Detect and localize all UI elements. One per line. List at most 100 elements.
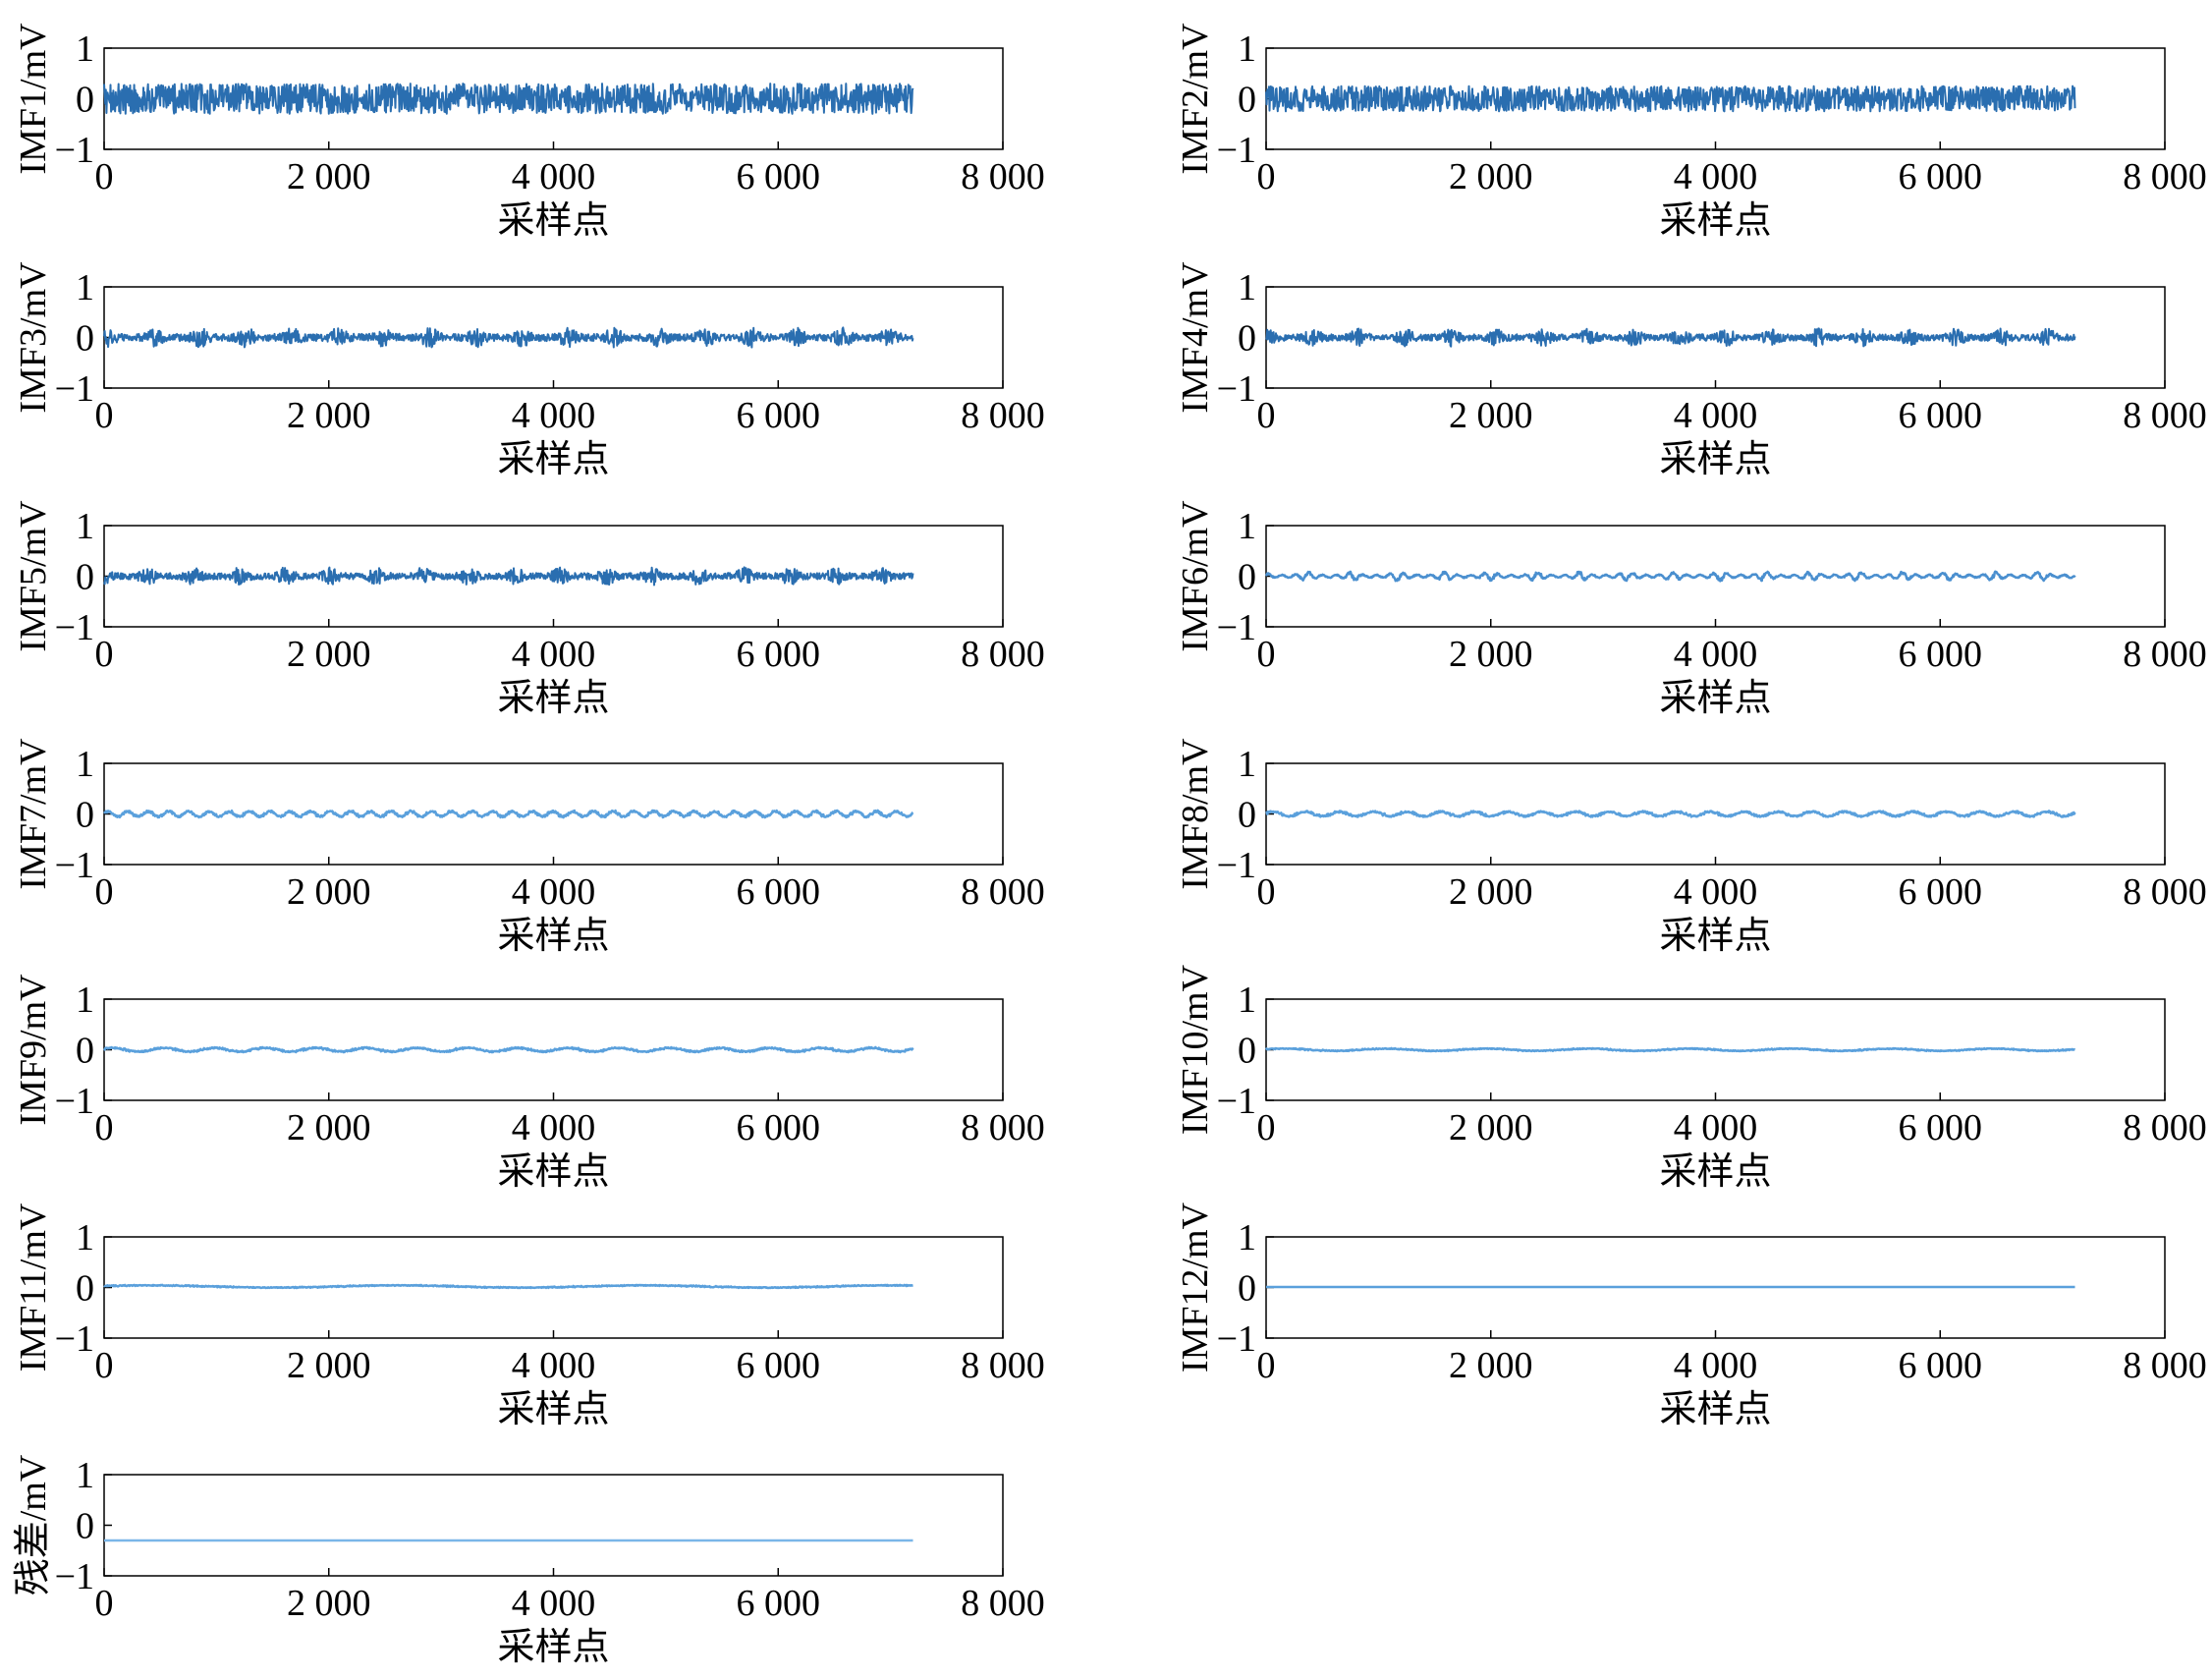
x-axis-title: 采样点: [1659, 200, 1771, 242]
x-tick-label: 6 000: [1899, 1107, 1983, 1148]
x-axis-title: 采样点: [497, 1389, 609, 1430]
x-tick-label: 4 000: [1674, 1107, 1758, 1148]
x-tick-label: 0: [1257, 871, 1276, 913]
x-axis-title: 采样点: [1659, 678, 1771, 719]
x-tick-label: 2 000: [1449, 156, 1533, 197]
y-tick-label: 0: [76, 795, 94, 836]
y-tick-label: −1: [55, 1081, 94, 1122]
y-axis-title: IMF3/mV: [13, 261, 54, 414]
x-tick-label: 4 000: [1674, 634, 1758, 675]
y-tick-label: 1: [76, 1455, 94, 1496]
x-axis-title: 采样点: [497, 678, 609, 719]
y-tick-label: 0: [76, 557, 94, 598]
x-tick-label: 2 000: [1449, 1107, 1533, 1148]
y-axis-title: IMF6/mV: [1175, 500, 1216, 652]
x-tick-label: 2 000: [287, 634, 371, 675]
y-tick-label: 1: [1238, 28, 1256, 70]
x-tick-label: 4 000: [1674, 871, 1758, 913]
x-tick-label: 2 000: [1449, 634, 1533, 675]
x-tick-label: 2 000: [287, 1345, 371, 1386]
y-axis-title: IMF8/mV: [1175, 738, 1216, 890]
x-tick-label: 8 000: [961, 634, 1045, 675]
y-tick-label: −1: [1217, 845, 1256, 886]
x-axis-title: 采样点: [497, 916, 609, 957]
x-tick-label: 6 000: [737, 871, 821, 913]
y-axis-title: IMF5/mV: [13, 500, 54, 652]
y-tick-label: 0: [1238, 1268, 1256, 1310]
x-tick-label: 4 000: [512, 871, 596, 913]
x-tick-label: 2 000: [287, 1107, 371, 1148]
x-axis-title: 采样点: [1659, 916, 1771, 957]
x-tick-label: 6 000: [1899, 871, 1983, 913]
y-axis-title: IMF7/mV: [13, 738, 54, 890]
x-axis-title: 采样点: [497, 1627, 609, 1668]
x-tick-label: 0: [1257, 1345, 1276, 1386]
x-tick-label: 8 000: [961, 395, 1045, 436]
signal-line: [103, 83, 914, 115]
x-tick-label: 8 000: [2123, 1345, 2207, 1386]
y-tick-label: −1: [55, 368, 94, 410]
y-tick-label: −1: [1217, 1081, 1256, 1122]
y-tick-label: 1: [1238, 744, 1256, 785]
y-tick-label: 1: [76, 506, 94, 547]
x-tick-label: 0: [1257, 634, 1276, 675]
y-tick-label: 0: [76, 1506, 94, 1547]
x-tick-label: 2 000: [1449, 871, 1533, 913]
y-tick-label: 1: [76, 1217, 94, 1259]
x-tick-label: 6 000: [737, 156, 821, 197]
x-axis-title: 采样点: [1659, 1389, 1771, 1430]
y-tick-label: −1: [1217, 1318, 1256, 1360]
x-tick-label: 6 000: [737, 395, 821, 436]
x-tick-label: 8 000: [2123, 871, 2207, 913]
x-tick-label: 8 000: [2123, 1107, 2207, 1148]
signal-line: [103, 809, 914, 819]
x-tick-label: 8 000: [961, 1107, 1045, 1148]
y-tick-label: 0: [1238, 80, 1256, 121]
x-tick-label: 6 000: [737, 634, 821, 675]
x-tick-label: 0: [1257, 395, 1276, 436]
y-tick-label: 0: [76, 1268, 94, 1310]
x-tick-label: 4 000: [512, 395, 596, 436]
y-tick-label: −1: [1217, 607, 1256, 648]
x-axis-title: 采样点: [497, 1151, 609, 1193]
x-tick-label: 0: [95, 1107, 114, 1148]
x-tick-label: 8 000: [961, 1583, 1045, 1624]
y-tick-label: 1: [1238, 979, 1256, 1021]
y-tick-label: −1: [55, 845, 94, 886]
y-tick-label: 1: [1238, 267, 1256, 308]
plot-frame: [103, 762, 1004, 866]
x-tick-label: 0: [95, 871, 114, 913]
x-tick-label: 4 000: [512, 634, 596, 675]
x-tick-label: 2 000: [287, 395, 371, 436]
y-tick-label: 1: [76, 744, 94, 785]
y-tick-label: −1: [55, 1318, 94, 1360]
y-tick-label: 0: [1238, 318, 1256, 360]
y-tick-label: 0: [1238, 557, 1256, 598]
y-axis-title: IMF9/mV: [13, 974, 54, 1126]
x-tick-label: 4 000: [1674, 156, 1758, 197]
y-tick-label: 0: [1238, 1031, 1256, 1072]
x-tick-label: 0: [1257, 1107, 1276, 1148]
signal-line: [1264, 570, 2076, 583]
x-tick-label: 2 000: [287, 871, 371, 913]
x-axis-title: 采样点: [1659, 1151, 1771, 1193]
signal-line: [1265, 84, 2076, 113]
x-tick-label: 8 000: [961, 156, 1045, 197]
x-axis-title: 采样点: [497, 439, 609, 480]
y-tick-label: −1: [1217, 368, 1256, 410]
x-tick-label: 2 000: [1449, 1345, 1533, 1386]
x-tick-label: 2 000: [287, 1583, 371, 1624]
y-tick-label: 0: [76, 1031, 94, 1072]
x-tick-label: 4 000: [512, 1583, 596, 1624]
y-axis-title: IMF4/mV: [1175, 261, 1216, 414]
x-tick-label: 6 000: [1899, 634, 1983, 675]
